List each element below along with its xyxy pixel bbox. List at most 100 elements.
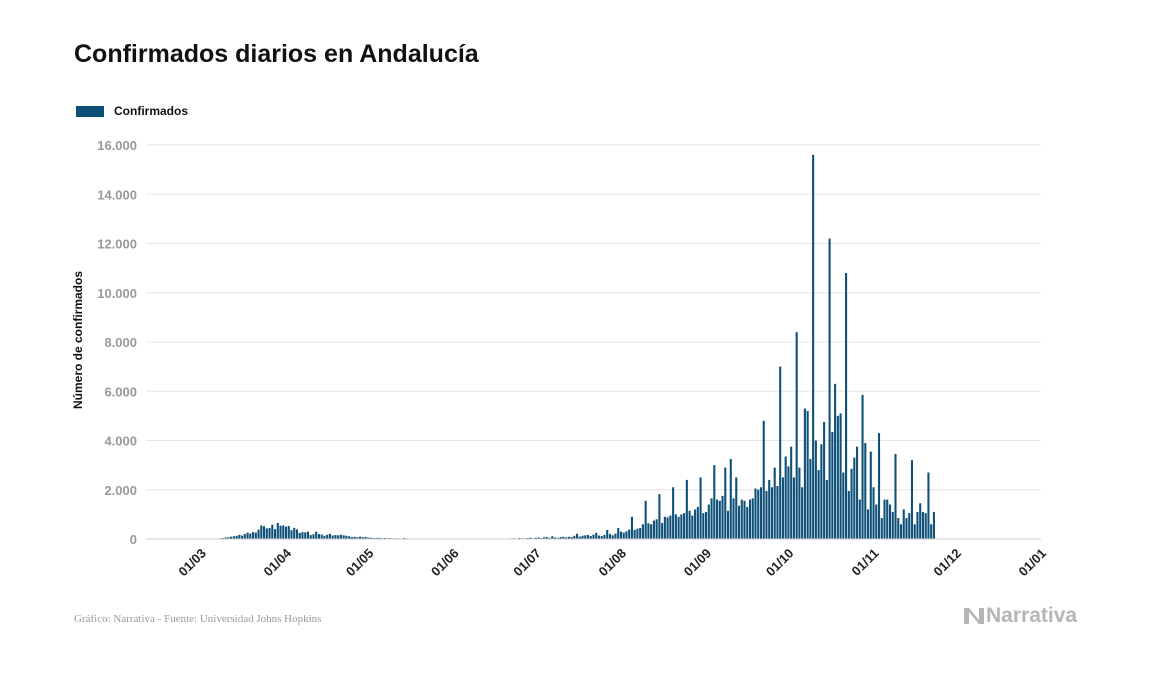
x-axis-ticks: 01/03 01/04 01/05 01/06 01/07 01/08 01/09 01/10… xyxy=(175,545,1049,579)
bar xyxy=(858,499,861,539)
bar xyxy=(284,526,288,539)
bar xyxy=(812,154,815,539)
y-tick-label: 10.000 xyxy=(97,286,137,301)
bar xyxy=(809,458,812,539)
bar xyxy=(337,535,340,539)
bar xyxy=(814,440,817,539)
bar xyxy=(781,477,784,539)
bar xyxy=(625,531,628,539)
bar xyxy=(595,532,598,539)
bar xyxy=(759,487,763,539)
bar xyxy=(359,536,362,539)
x-tick-label: 01/12 xyxy=(930,546,964,580)
bar xyxy=(899,524,903,539)
bar xyxy=(913,524,916,539)
bar xyxy=(273,529,277,539)
bar xyxy=(367,537,370,539)
bar xyxy=(614,533,617,539)
bar xyxy=(803,408,806,539)
bar xyxy=(230,536,233,539)
y-tick-label: 2.000 xyxy=(104,483,137,498)
bar xyxy=(348,536,351,539)
bar xyxy=(867,509,870,539)
bar xyxy=(301,532,304,539)
brand-logo: Narrativa xyxy=(964,604,1077,628)
bar xyxy=(897,518,900,539)
bar xyxy=(298,532,301,539)
bar xyxy=(666,517,669,539)
y-tick-label: 6.000 xyxy=(104,384,137,399)
bar xyxy=(320,534,323,539)
bar xyxy=(737,505,741,539)
bar xyxy=(916,511,919,539)
x-tick-label: 01/01 xyxy=(1016,546,1050,580)
bar xyxy=(718,500,721,539)
bar xyxy=(265,528,268,539)
bar xyxy=(787,466,790,539)
bar xyxy=(331,535,334,539)
bar xyxy=(743,500,746,539)
narrativa-logo-icon xyxy=(964,608,984,624)
bar xyxy=(619,531,622,539)
bar xyxy=(710,498,713,539)
bar xyxy=(622,532,625,539)
x-tick-label: 01/04 xyxy=(261,545,295,579)
bar xyxy=(886,499,889,539)
bar xyxy=(597,535,601,539)
bar xyxy=(674,514,677,540)
bar xyxy=(257,529,260,539)
bar xyxy=(716,499,719,539)
bar xyxy=(672,487,675,539)
bar xyxy=(924,513,927,539)
bar xyxy=(232,536,235,539)
bar xyxy=(224,537,227,539)
bar xyxy=(836,415,839,540)
x-tick-label: 01/05 xyxy=(343,546,377,580)
bar xyxy=(306,531,310,539)
bar xyxy=(825,479,828,539)
brand-name: Narrativa xyxy=(986,604,1078,627)
bar xyxy=(243,534,246,539)
y-tick-label: 8.000 xyxy=(104,335,137,350)
bar xyxy=(894,454,897,539)
x-tick-label: 01/06 xyxy=(428,546,462,580)
bar xyxy=(334,535,337,539)
bar xyxy=(328,533,331,539)
bar xyxy=(850,468,853,539)
bar xyxy=(872,487,875,539)
bar xyxy=(677,516,680,539)
bar xyxy=(721,495,724,539)
bar xyxy=(776,486,779,539)
bar xyxy=(600,536,603,539)
bar xyxy=(350,537,353,539)
bar xyxy=(562,536,565,539)
bar xyxy=(746,506,749,539)
bar xyxy=(792,477,795,539)
bar xyxy=(353,536,356,539)
bar xyxy=(570,537,573,539)
bar xyxy=(260,525,263,539)
bar xyxy=(820,444,823,539)
bar xyxy=(853,457,856,539)
bar xyxy=(315,531,318,539)
bar xyxy=(647,523,650,539)
bar xyxy=(795,332,798,539)
bar xyxy=(655,519,658,539)
bar xyxy=(902,509,905,539)
y-axis-label: Número de confirmados xyxy=(71,271,85,409)
bar xyxy=(905,518,908,539)
legend-swatch xyxy=(76,105,104,117)
bar xyxy=(754,488,757,539)
bar xyxy=(628,529,631,539)
y-tick-label: 16.000 xyxy=(97,138,137,153)
bar xyxy=(246,532,249,539)
bar xyxy=(757,489,760,539)
bar xyxy=(779,366,782,540)
bar xyxy=(235,535,238,539)
bar xyxy=(630,516,633,539)
bar xyxy=(279,525,282,539)
bar xyxy=(304,532,307,539)
bar xyxy=(263,526,266,539)
bar xyxy=(282,525,285,539)
